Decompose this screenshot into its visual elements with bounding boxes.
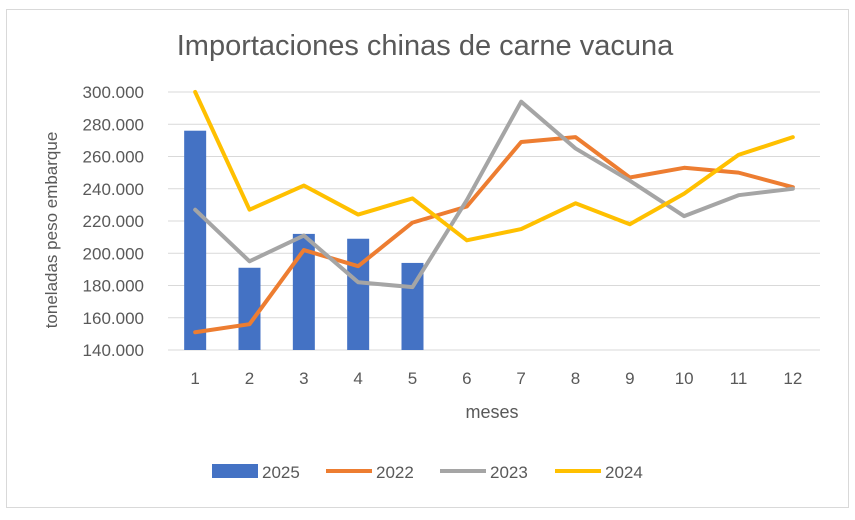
x-tick-label: 11: [730, 369, 748, 388]
x-tick-label: 12: [783, 369, 802, 388]
legend-label-2025: 2025: [262, 463, 300, 482]
x-tick-labels: 1 2 3 4 5 6 7 8 9 10 11 12: [190, 369, 802, 388]
legend-label-2024: 2024: [605, 463, 643, 482]
bar-2025: [184, 130, 207, 350]
bar-series: [184, 130, 424, 350]
y-tick-label: 140.000: [83, 341, 144, 360]
legend: 2025 2022 2023 2024: [212, 463, 643, 482]
line-2022: [193, 135, 795, 335]
x-tick-label: 7: [516, 369, 525, 388]
y-tick-label: 260.000: [83, 148, 144, 167]
y-tick-label: 160.000: [83, 309, 144, 328]
x-tick-label: 5: [408, 369, 417, 388]
y-tick-label: 200.000: [83, 244, 144, 263]
y-tick-label: 180.000: [83, 277, 144, 296]
y-tick-label: 280.000: [83, 115, 144, 134]
bar-2025: [238, 267, 261, 350]
y-tick-label: 300.000: [83, 83, 144, 102]
x-tick-label: 1: [190, 369, 199, 388]
legend-label-2022: 2022: [376, 463, 414, 482]
line-2023: [193, 99, 795, 290]
x-axis-label: meses: [465, 402, 518, 422]
y-axis-label: toneladas peso embarque: [42, 132, 61, 329]
x-tick-label: 9: [625, 369, 634, 388]
y-tick-label: 240.000: [83, 180, 144, 199]
gridlines: [168, 91, 820, 351]
line-series: [193, 90, 795, 335]
legend-label-2023: 2023: [490, 463, 528, 482]
x-tick-label: 10: [675, 369, 694, 388]
bar-2025: [292, 233, 315, 350]
legend-swatch-2025: [212, 464, 258, 478]
y-tick-label: 220.000: [83, 212, 144, 231]
x-tick-label: 2: [245, 369, 254, 388]
x-tick-label: 6: [462, 369, 471, 388]
x-tick-label: 8: [571, 369, 580, 388]
chart-title: Importaciones chinas de carne vacuna: [177, 30, 674, 62]
x-tick-label: 3: [299, 369, 308, 388]
bar-2025: [347, 238, 370, 350]
x-tick-label: 4: [353, 369, 362, 388]
line-2024: [193, 90, 795, 243]
y-tick-labels: 140.000 160.000 180.000 200.000 220.000 240.0…: [83, 83, 144, 360]
